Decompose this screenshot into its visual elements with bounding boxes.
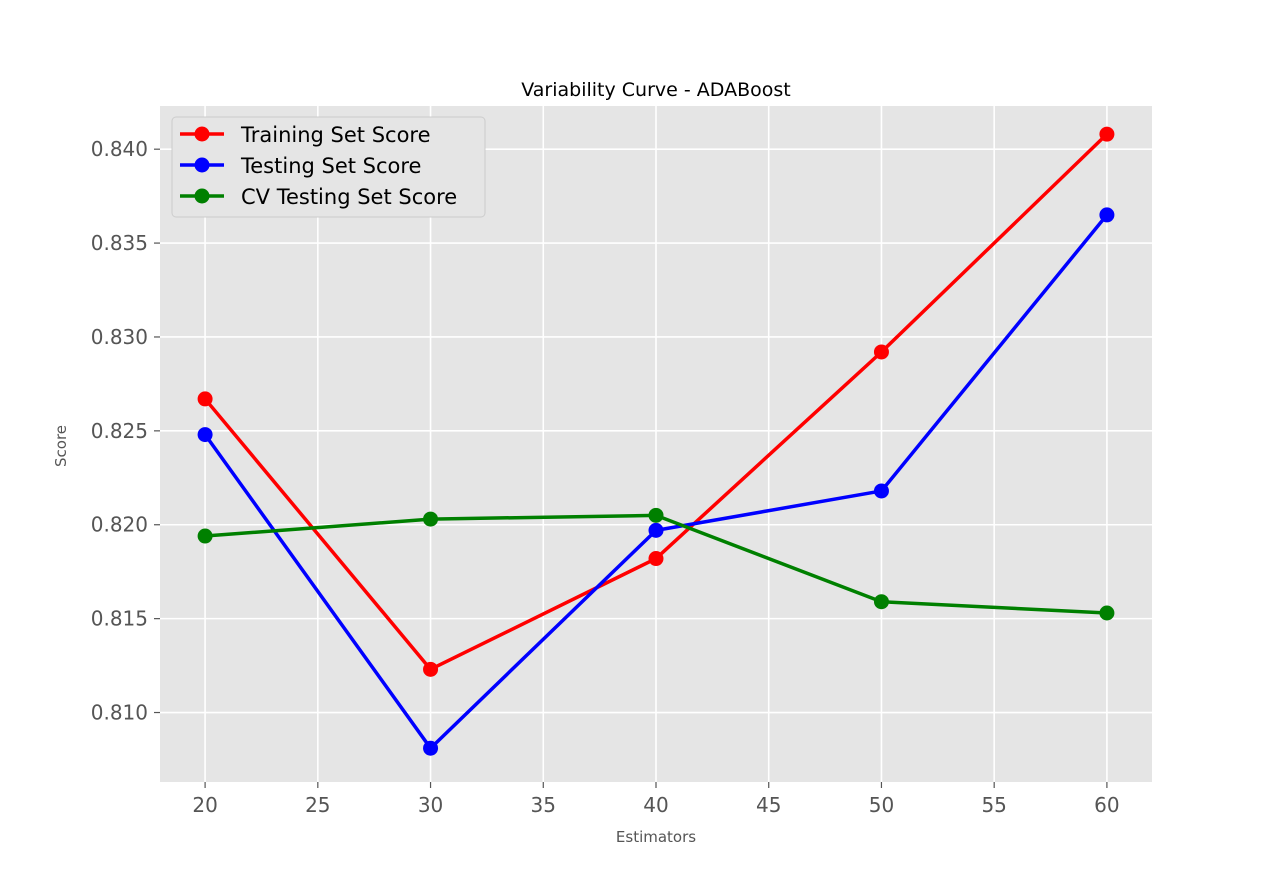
y-tick-label: 0.830 <box>91 325 148 349</box>
data-point <box>423 661 439 677</box>
data-point <box>197 391 213 407</box>
legend-label: Training Set Score <box>240 123 431 147</box>
data-point <box>1099 126 1115 142</box>
legend-label: Testing Set Score <box>240 154 421 178</box>
y-tick-label: 0.810 <box>91 701 148 725</box>
data-point <box>423 740 439 756</box>
data-point <box>648 551 664 567</box>
x-tick-label: 20 <box>192 793 217 817</box>
legend-item: Testing Set Score <box>180 154 421 178</box>
y-tick-label: 0.820 <box>91 513 148 537</box>
x-tick-label: 30 <box>418 793 443 817</box>
chart-title: Variability Curve - ADABoost <box>521 79 790 101</box>
data-point <box>648 507 664 523</box>
x-tick-label: 25 <box>305 793 330 817</box>
x-tick-label: 45 <box>756 793 781 817</box>
data-point <box>873 594 889 610</box>
data-point <box>648 522 664 538</box>
legend-marker <box>194 126 210 142</box>
series-cv-testing-set-score <box>197 507 1115 621</box>
data-point <box>197 528 213 544</box>
y-tick-label: 0.825 <box>91 419 148 443</box>
legend-item: CV Testing Set Score <box>180 185 457 209</box>
x-tick-label: 50 <box>869 793 894 817</box>
y-axis-label: Score <box>52 425 70 467</box>
data-point <box>423 511 439 527</box>
legend-marker <box>194 188 210 204</box>
legend-item: Training Set Score <box>180 123 431 147</box>
data-point <box>873 483 889 499</box>
data-point <box>1099 207 1115 223</box>
series-training-set-score <box>197 126 1115 677</box>
x-axis-label: Estimators <box>616 828 696 846</box>
series-group <box>197 126 1115 756</box>
legend-label: CV Testing Set Score <box>241 185 457 209</box>
x-tick-label: 55 <box>981 793 1006 817</box>
data-point <box>1099 605 1115 621</box>
data-point <box>873 344 889 360</box>
legend: Training Set Score Testing Set Score CV Te… <box>171 116 486 218</box>
y-tick-label: 0.835 <box>91 231 148 255</box>
series-testing-set-score <box>197 207 1115 756</box>
x-tick-label: 35 <box>531 793 556 817</box>
data-point <box>197 427 213 443</box>
x-tick-label: 40 <box>643 793 668 817</box>
legend-marker <box>194 157 210 173</box>
axis-ticks: 20 25 30 35 40 45 50 55 60 0.810 0.815 0.820 0.825 0.… <box>91 137 1120 817</box>
y-tick-label: 0.815 <box>91 607 148 631</box>
x-tick-label: 60 <box>1094 793 1119 817</box>
y-tick-label: 0.840 <box>91 137 148 161</box>
legend-frame <box>171 116 486 218</box>
